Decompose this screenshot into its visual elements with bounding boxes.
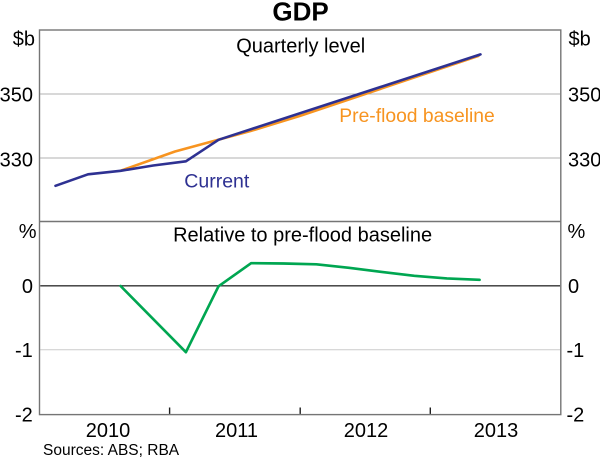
svg-text:2012: 2012 xyxy=(344,420,389,442)
svg-text:Pre-flood baseline: Pre-flood baseline xyxy=(339,106,494,127)
svg-text:-1: -1 xyxy=(567,340,585,362)
svg-text:GDP: GDP xyxy=(272,0,328,26)
svg-text:330: 330 xyxy=(0,150,33,172)
svg-text:Quarterly level: Quarterly level xyxy=(236,35,365,57)
svg-text:-2: -2 xyxy=(567,405,585,427)
svg-text:350: 350 xyxy=(568,84,600,106)
svg-text:$b: $b xyxy=(13,29,35,51)
svg-text:Relative to pre-flood baseline: Relative to pre-flood baseline xyxy=(173,225,432,247)
svg-text:$b: $b xyxy=(569,29,591,51)
svg-text:-1: -1 xyxy=(15,340,33,362)
svg-text:0: 0 xyxy=(22,276,33,298)
svg-text:Current: Current xyxy=(184,170,250,192)
svg-text:330: 330 xyxy=(568,150,600,172)
svg-text:0: 0 xyxy=(568,276,579,298)
svg-text:%: % xyxy=(19,221,37,243)
svg-text:Sources: ABS; RBA: Sources: ABS; RBA xyxy=(43,442,180,459)
svg-text:%: % xyxy=(568,221,586,243)
svg-text:2013: 2013 xyxy=(474,420,519,442)
svg-text:-2: -2 xyxy=(15,405,33,427)
svg-text:2010: 2010 xyxy=(86,420,131,442)
svg-text:2011: 2011 xyxy=(215,420,258,442)
svg-text:350: 350 xyxy=(0,84,33,106)
